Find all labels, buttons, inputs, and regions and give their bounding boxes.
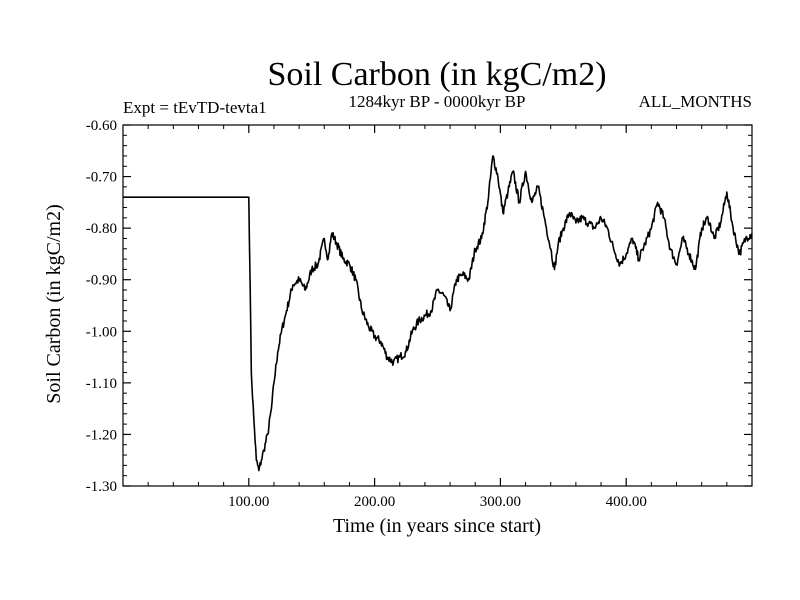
y-tick-label: -0.60 [86, 118, 117, 134]
x-tick-label: 100.00 [228, 494, 269, 510]
x-tick-label: 400.00 [606, 494, 647, 510]
y-tick-label: -1.30 [86, 479, 117, 495]
y-axis-label: Soil Carbon (in kgC/m2) [43, 204, 65, 403]
x-axis-label: Time (in years since start) [333, 515, 541, 537]
y-tick-label: -1.10 [86, 376, 117, 392]
x-tick-label: 200.00 [354, 494, 395, 510]
plot-frame [122, 124, 753, 487]
y-tick-label: -0.90 [86, 273, 117, 289]
y-tick-label: -0.80 [86, 221, 117, 237]
chart-subtitle-left: Expt = tEvTD-tevta1 [123, 98, 267, 117]
chart-subtitle-right: ALL_MONTHS [639, 92, 752, 111]
x-tick-label: 300.00 [480, 494, 521, 510]
y-tick-label: -1.00 [86, 324, 117, 340]
chart-title: Soil Carbon (in kgC/m2) [267, 56, 606, 93]
y-tick-label: -1.20 [86, 427, 117, 443]
series-line-soil-carbon [122, 155, 753, 472]
chart-subtitle-center: 1284kyr BP - 0000kyr BP [349, 92, 526, 111]
y-tick-label: -0.70 [86, 170, 117, 186]
